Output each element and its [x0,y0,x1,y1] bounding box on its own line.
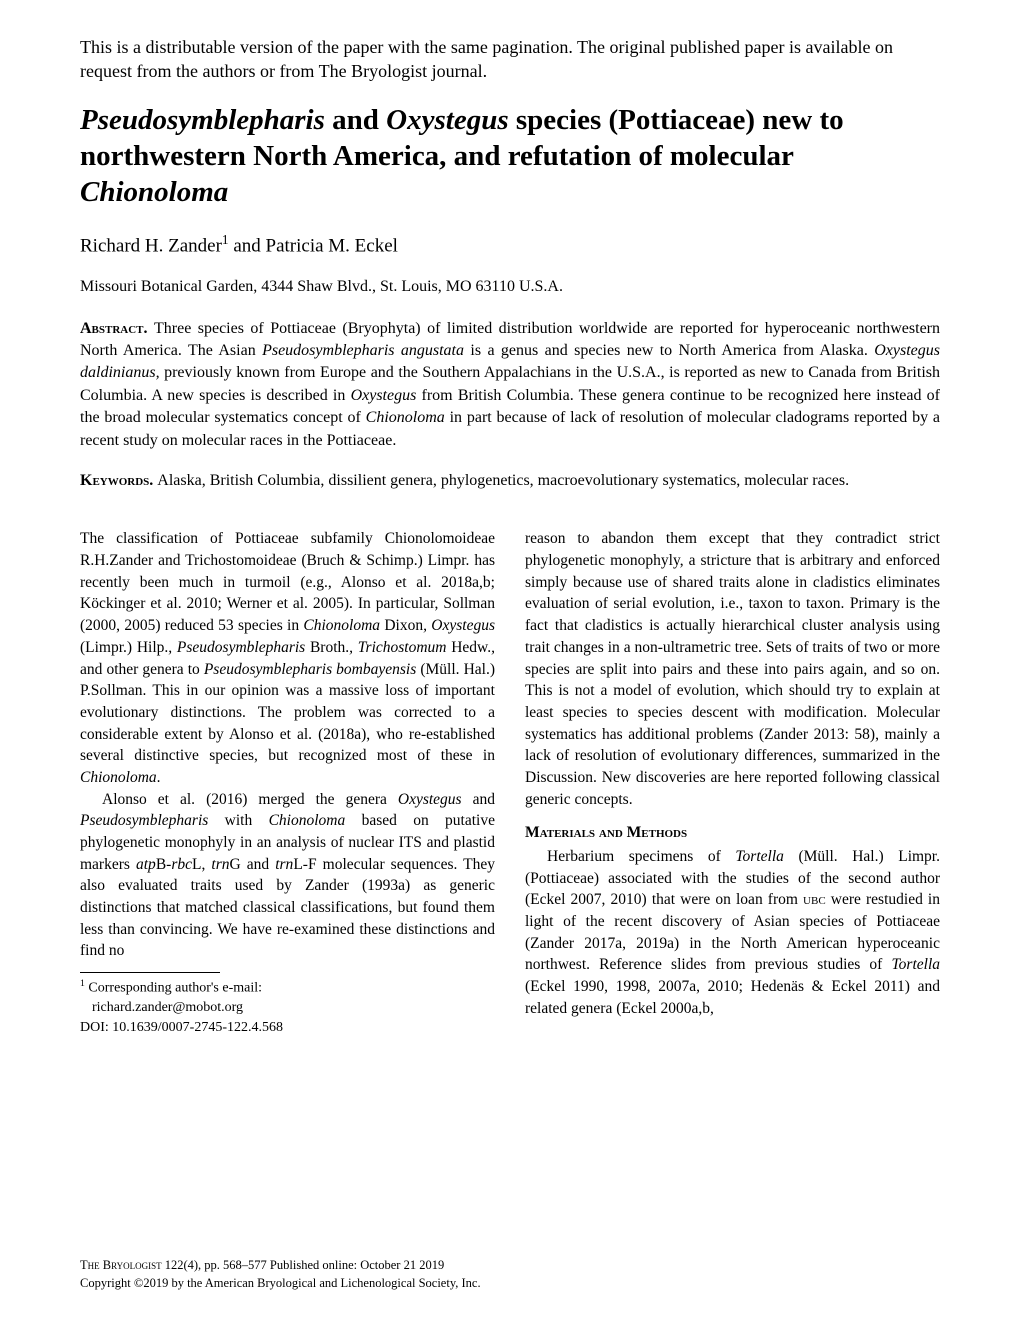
body-text: L, [192,856,211,873]
body-text: Dixon [380,617,423,634]
footer-journal: The Bryologist [80,1258,162,1272]
footnote-separator [80,972,220,973]
body-taxon: , Pseudosymblepharis [168,639,305,656]
right-column: reason to abandon them except that they … [525,528,940,1037]
footer-copyright: Copyright ©2019 by the American Bryologi… [80,1275,481,1293]
footer-citation-rest: 122(4), pp. 568–577 Published online: Oc… [162,1258,445,1272]
title-text: and [325,104,386,136]
author-name: and Patricia M. Eckel [229,236,398,257]
body-text: B- [156,856,172,873]
footnote-label: Corresponding author's e-mail: [85,981,262,996]
body-text: . [157,769,161,786]
body-abbrev: ubc [803,891,826,908]
abstract-text: is a genus and species new to North Amer… [464,342,874,359]
body-taxon: Chionoloma [269,812,346,829]
body-taxon: , Oxystegus [423,617,495,634]
title-genus-3: Chionoloma [80,176,228,208]
body-taxon: Pseudosymblepharis [80,812,208,829]
body-text: (Eckel 1990, 1998, 2007a, 2010; Hedenäs … [525,978,940,1017]
author-affil-sup: 1 [222,232,229,247]
authors-line: Richard H. Zander1 and Patricia M. Eckel [80,232,940,257]
body-taxon: Tortella [735,848,784,865]
author-name: Richard H. Zander [80,236,222,257]
keywords: Keywords. Alaska, British Columbia, diss… [80,470,940,492]
body-text: with [208,812,268,829]
footnote: 1 Corresponding author's e-mail: richard… [80,977,495,1037]
left-column: The classification of Pottiaceae subfami… [80,528,495,1037]
body-taxon: Oxystegus [398,791,462,808]
body-text: Hedw. [446,639,491,656]
body-taxon: Chionoloma [303,617,380,634]
body-text: Alonso et al. (2016) merged the genera [102,791,398,808]
page-footer: The Bryologist 122(4), pp. 568–577 Publi… [80,1257,481,1292]
body-paragraph: The classification of Pottiaceae subfami… [80,528,495,788]
body-text: and other genera to [80,661,204,678]
body-marker: trn [275,856,293,873]
paper-title: Pseudosymblepharis and Oxystegus species… [80,102,940,211]
body-marker: trn [211,856,229,873]
affiliation: Missouri Botanical Garden, 4344 Shaw Blv… [80,278,940,296]
abstract: Abstract. Three species of Pottiaceae (B… [80,318,940,452]
footer-citation: The Bryologist 122(4), pp. 568–577 Publi… [80,1257,481,1275]
title-genus-2: Oxystegus [386,104,508,136]
footnote-email: richard.zander@mobot.org [80,998,495,1018]
footnote-line: 1 Corresponding author's e-mail: [80,977,495,998]
footnote-doi: DOI: 10.1639/0007-2745-122.4.568 [80,1018,495,1038]
abstract-taxon: Oxystegus [351,387,417,404]
body-paragraph: Herbarium specimens of Tortella (Müll. H… [525,846,940,1020]
body-taxon: , [491,639,495,656]
body-taxon: Tortella [891,956,940,973]
body-paragraph: reason to abandon them except that they … [525,528,940,810]
abstract-label: Abstract. [80,320,154,337]
abstract-taxon: Chionoloma [366,409,445,426]
body-taxon: , Trichostomum [349,639,446,656]
body-text: and [462,791,495,808]
body-paragraph: Alonso et al. (2016) merged the genera O… [80,789,495,963]
body-text: (Limpr.) Hilp. [80,639,168,656]
body-taxon: Pseudosymblepharis bombayensis [204,661,416,678]
body-text: Broth. [305,639,349,656]
body-two-column: The classification of Pottiaceae subfami… [80,528,940,1037]
body-text: G and [230,856,276,873]
section-heading-materials: Materials and Methods [525,822,940,844]
body-marker: rbc [171,856,192,873]
abstract-taxon: Pseudosymblepharis angustata [262,342,464,359]
body-marker: atp [136,856,156,873]
keywords-label: Keywords. [80,472,157,489]
keywords-text: Alaska, British Columbia, dissilient gen… [157,472,849,489]
body-text: Herbarium specimens of [547,848,735,865]
title-genus-1: Pseudosymblepharis [80,104,325,136]
distribution-disclaimer: This is a distributable version of the p… [80,35,940,84]
body-taxon: Chionoloma [80,769,157,786]
